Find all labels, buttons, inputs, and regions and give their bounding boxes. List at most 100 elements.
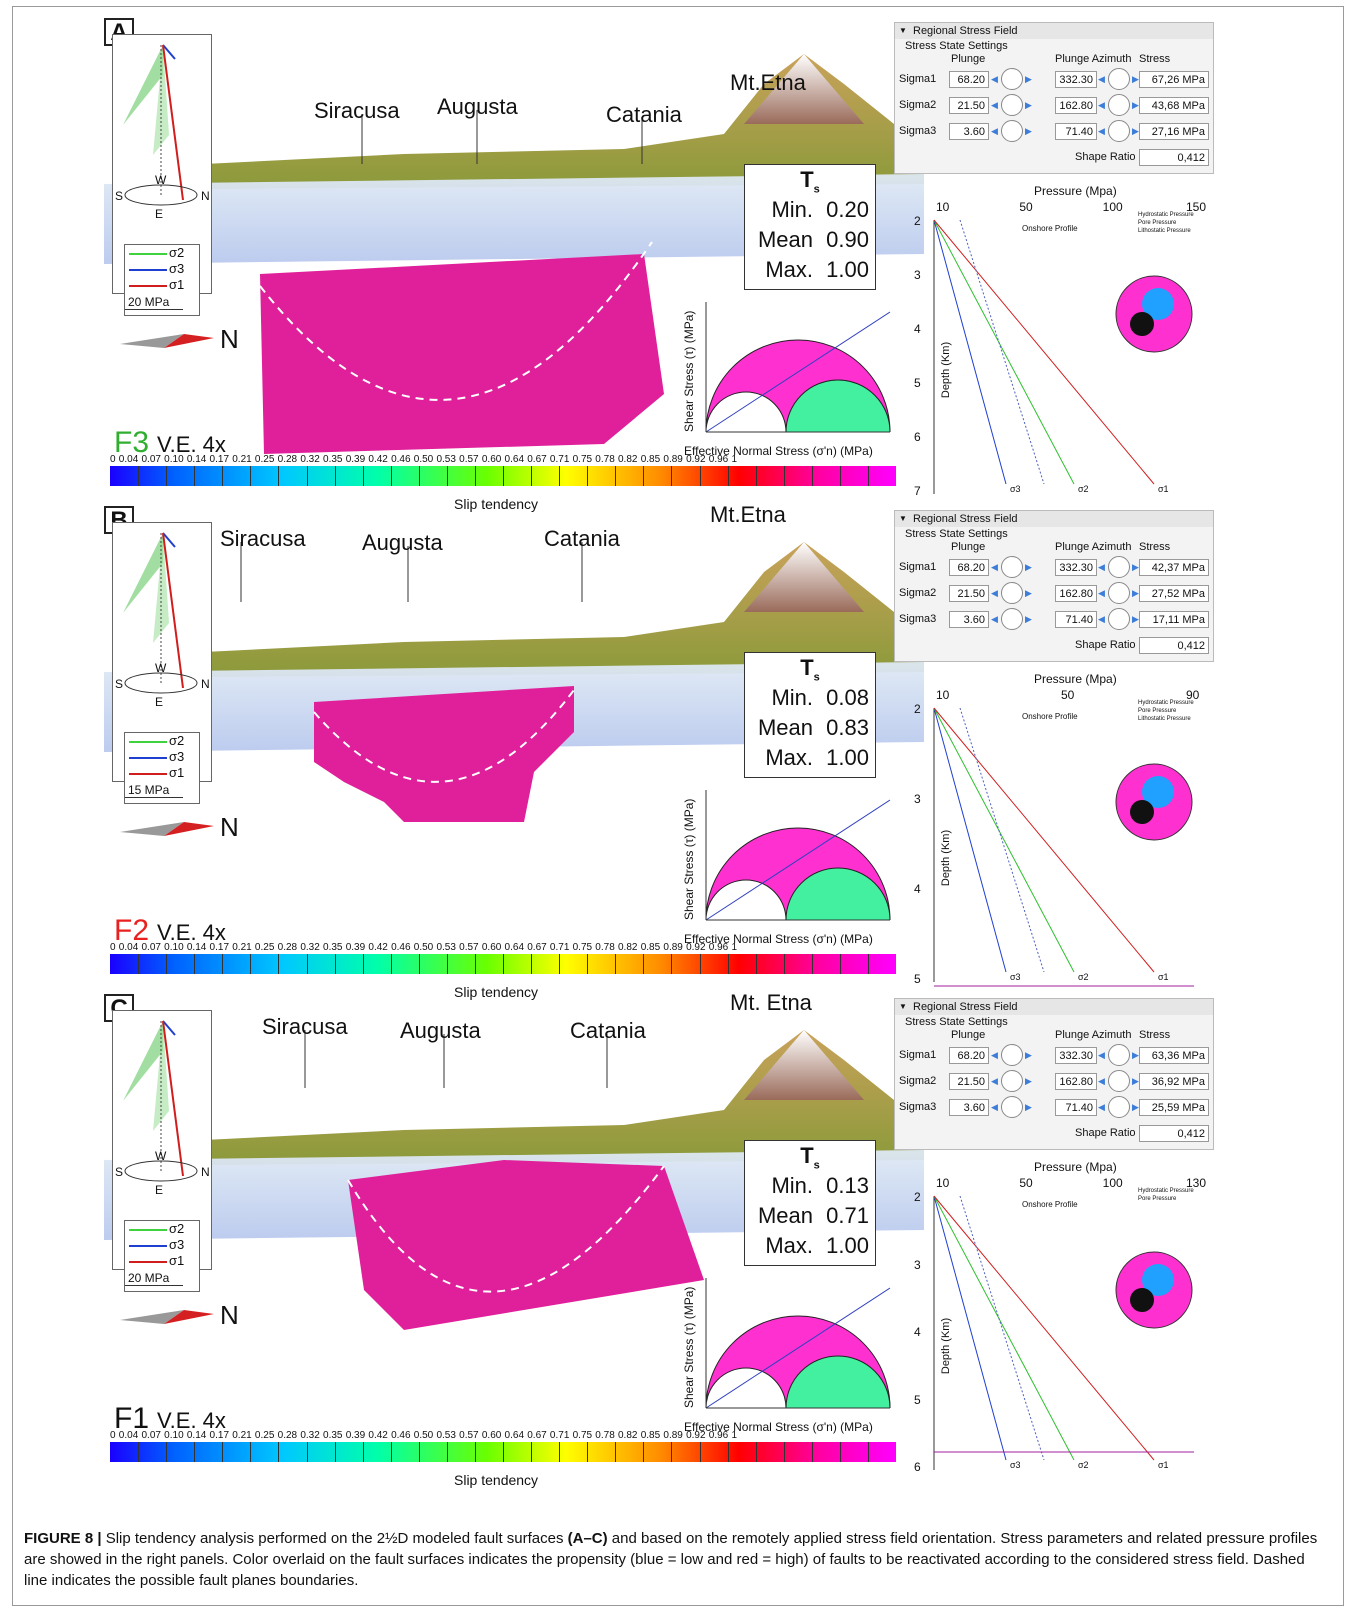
stress-input[interactable]: 67,26 MPa [1139, 71, 1209, 88]
azimuth-decrease-icon[interactable]: ◀ [1098, 562, 1105, 572]
colorbar-tick [559, 1442, 561, 1462]
shape-ratio-input[interactable]: 0,412 [1139, 149, 1209, 166]
azimuth-input[interactable]: 332.30 [1055, 71, 1097, 88]
plunge-dial-icon[interactable] [1001, 556, 1023, 578]
fault-id: F2 [114, 914, 150, 947]
plunge-input[interactable]: 68.20 [949, 1047, 989, 1064]
plunge-decrease-icon[interactable]: ◀ [991, 126, 998, 136]
azimuth-decrease-icon[interactable]: ◀ [1098, 1050, 1105, 1060]
plunge-increase-icon[interactable]: ▶ [1025, 1076, 1032, 1086]
plunge-dial-icon[interactable] [1001, 94, 1023, 116]
azimuth-dial-icon[interactable] [1108, 608, 1130, 630]
colorbar-tick [474, 466, 476, 486]
stress-input[interactable]: 42,37 MPa [1139, 559, 1209, 576]
azimuth-increase-icon[interactable]: ▶ [1132, 1076, 1139, 1086]
colorbar-tick [306, 954, 308, 974]
plunge-decrease-icon[interactable]: ◀ [991, 74, 998, 84]
plunge-decrease-icon[interactable]: ◀ [991, 588, 998, 598]
plunge-input[interactable]: 3.60 [949, 611, 989, 628]
plunge-decrease-icon[interactable]: ◀ [991, 1050, 998, 1060]
plunge-dial-icon[interactable] [1001, 120, 1023, 142]
plunge-decrease-icon[interactable]: ◀ [991, 1102, 998, 1112]
plunge-input[interactable]: 21.50 [949, 97, 989, 114]
stress-input[interactable]: 25,59 MPa [1139, 1099, 1209, 1116]
profile-end-label: σ1 [1158, 972, 1169, 982]
stress-input[interactable]: 27,16 MPa [1139, 123, 1209, 140]
stress-input[interactable]: 17,11 MPa [1139, 611, 1209, 628]
plunge-decrease-icon[interactable]: ◀ [991, 562, 998, 572]
colorbar-tick [222, 954, 224, 974]
stress-panel-header[interactable]: Regional Stress Field [895, 23, 1213, 39]
plunge-input[interactable]: 3.60 [949, 1099, 989, 1116]
shape-ratio-input[interactable]: 0,412 [1139, 637, 1209, 654]
plunge-dial-icon[interactable] [1001, 582, 1023, 604]
azimuth-dial-icon[interactable] [1108, 120, 1130, 142]
azimuth-dial-icon[interactable] [1108, 68, 1130, 90]
plunge-increase-icon[interactable]: ▶ [1025, 74, 1032, 84]
azimuth-input[interactable]: 162.80 [1055, 1073, 1097, 1090]
azimuth-decrease-icon[interactable]: ◀ [1098, 74, 1105, 84]
azimuth-dial-icon[interactable] [1108, 582, 1130, 604]
azimuth-increase-icon[interactable]: ▶ [1132, 74, 1139, 84]
plunge-input[interactable]: 3.60 [949, 123, 989, 140]
azimuth-input[interactable]: 71.40 [1055, 123, 1097, 140]
azimuth-decrease-icon[interactable]: ◀ [1098, 588, 1105, 598]
azimuth-dial-icon[interactable] [1108, 1096, 1130, 1118]
sigma-row: Sigma2 21.50 ◀ ▶ 162.80 ◀ ▶ 43,68 MPa [895, 93, 1213, 119]
plunge-dial-icon[interactable] [1001, 1044, 1023, 1066]
plunge-input[interactable]: 21.50 [949, 585, 989, 602]
stress-input[interactable]: 43,68 MPa [1139, 97, 1209, 114]
plunge-increase-icon[interactable]: ▶ [1025, 588, 1032, 598]
azimuth-dial-icon[interactable] [1108, 1070, 1130, 1092]
plunge-increase-icon[interactable]: ▶ [1025, 100, 1032, 110]
shape-ratio-input[interactable]: 0,412 [1139, 1125, 1209, 1142]
place-label: Catania [606, 102, 682, 127]
azimuth-increase-icon[interactable]: ▶ [1132, 126, 1139, 136]
colorbar-tick [531, 466, 533, 486]
azimuth-decrease-icon[interactable]: ◀ [1098, 100, 1105, 110]
azimuth-input[interactable]: 162.80 [1055, 585, 1097, 602]
azimuth-increase-icon[interactable]: ▶ [1132, 562, 1139, 572]
azimuth-dial-icon[interactable] [1108, 1044, 1130, 1066]
plunge-dial-icon[interactable] [1001, 1096, 1023, 1118]
azimuth-increase-icon[interactable]: ▶ [1132, 100, 1139, 110]
ts-sub: s [813, 1159, 820, 1172]
azimuth-increase-icon[interactable]: ▶ [1132, 588, 1139, 598]
stress-panel-header[interactable]: Regional Stress Field [895, 511, 1213, 527]
ts-min-key: Min. [771, 685, 813, 711]
stress-input[interactable]: 27,52 MPa [1139, 585, 1209, 602]
azimuth-input[interactable]: 162.80 [1055, 97, 1097, 114]
col-plunge: Plunge [951, 1029, 986, 1041]
azimuth-input[interactable]: 332.30 [1055, 559, 1097, 576]
stress-input[interactable]: 36,92 MPa [1139, 1073, 1209, 1090]
azimuth-decrease-icon[interactable]: ◀ [1098, 1102, 1105, 1112]
plunge-input[interactable]: 68.20 [949, 71, 989, 88]
azimuth-increase-icon[interactable]: ▶ [1132, 1050, 1139, 1060]
azimuth-input[interactable]: 71.40 [1055, 1099, 1097, 1116]
plunge-dial-icon[interactable] [1001, 68, 1023, 90]
plunge-input[interactable]: 68.20 [949, 559, 989, 576]
plunge-increase-icon[interactable]: ▶ [1025, 126, 1032, 136]
azimuth-decrease-icon[interactable]: ◀ [1098, 614, 1105, 624]
azimuth-dial-icon[interactable] [1108, 94, 1130, 116]
plunge-increase-icon[interactable]: ▶ [1025, 1102, 1032, 1112]
stress-input[interactable]: 63,36 MPa [1139, 1047, 1209, 1064]
plunge-input[interactable]: 21.50 [949, 1073, 989, 1090]
azimuth-input[interactable]: 332.30 [1055, 1047, 1097, 1064]
azimuth-decrease-icon[interactable]: ◀ [1098, 126, 1105, 136]
azimuth-dial-icon[interactable] [1108, 556, 1130, 578]
plunge-decrease-icon[interactable]: ◀ [991, 100, 998, 110]
plunge-dial-icon[interactable] [1001, 1070, 1023, 1092]
azimuth-increase-icon[interactable]: ▶ [1132, 614, 1139, 624]
stress-panel-header[interactable]: Regional Stress Field [895, 999, 1213, 1015]
plunge-dial-icon[interactable] [1001, 608, 1023, 630]
plunge-decrease-icon[interactable]: ◀ [991, 1076, 998, 1086]
azimuth-increase-icon[interactable]: ▶ [1132, 1102, 1139, 1112]
ts-max-key: Max. [765, 257, 813, 283]
azimuth-decrease-icon[interactable]: ◀ [1098, 1076, 1105, 1086]
plunge-increase-icon[interactable]: ▶ [1025, 1050, 1032, 1060]
plunge-increase-icon[interactable]: ▶ [1025, 614, 1032, 624]
plunge-decrease-icon[interactable]: ◀ [991, 614, 998, 624]
azimuth-input[interactable]: 71.40 [1055, 611, 1097, 628]
plunge-increase-icon[interactable]: ▶ [1025, 562, 1032, 572]
